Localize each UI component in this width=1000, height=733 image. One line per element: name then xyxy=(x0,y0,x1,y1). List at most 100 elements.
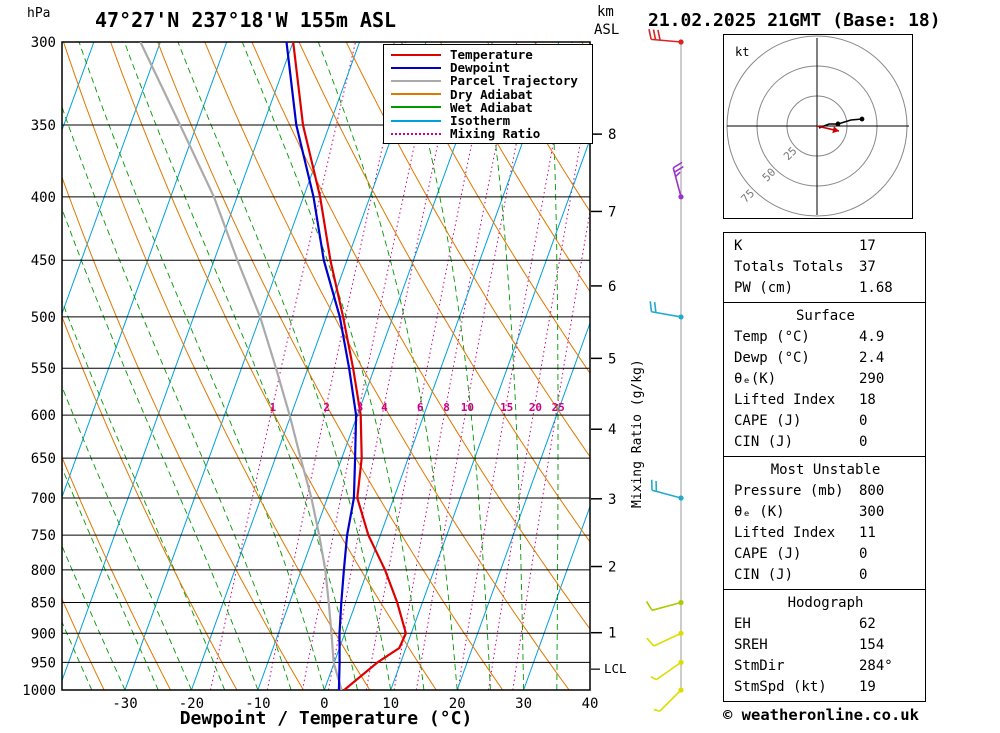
isotherm-line xyxy=(190,42,427,690)
dry-adiabat-line xyxy=(62,175,304,690)
parcel-trajectory-curve xyxy=(139,42,343,690)
isotherm-line xyxy=(124,42,361,690)
dry-adiabat-line xyxy=(62,456,171,690)
legend-label: Isotherm xyxy=(450,113,511,129)
wet-adiabat-line xyxy=(62,105,292,690)
wind-barb xyxy=(648,28,684,45)
mixing-ratio-value-label: 15 xyxy=(500,401,513,414)
panel-row-label: Pressure (mb) xyxy=(734,483,844,499)
pressure-tick-label: 500 xyxy=(31,310,56,326)
legend-label: Temperature xyxy=(450,47,533,63)
pressure-tick-label: 750 xyxy=(31,528,56,544)
pressure-tick-label: 600 xyxy=(31,408,56,424)
panel-row-value: 284° xyxy=(859,658,893,674)
km-axis-label: km xyxy=(597,4,614,20)
panel-row-label: θₑ(K) xyxy=(734,371,777,387)
panel-row-value: 4.9 xyxy=(859,329,885,345)
panel-row-label: StmSpd (kt) xyxy=(734,679,827,695)
panel-row-value: 62 xyxy=(859,616,876,632)
temp-tick-label: -20 xyxy=(179,696,204,712)
legend-item: Dewpoint xyxy=(391,61,592,74)
dry-adiabat-line xyxy=(157,42,504,690)
panel-row-label: CIN (J) xyxy=(734,567,794,583)
isotherm-lines xyxy=(0,42,590,690)
legend-item: Parcel Trajectory xyxy=(391,74,592,87)
temp-tick-label: -30 xyxy=(112,696,137,712)
dry-adiabat-line xyxy=(439,42,590,293)
panel-row-label: CIN (J) xyxy=(734,434,794,450)
dry-adiabat-line xyxy=(581,42,590,57)
panel-row-label: EH xyxy=(734,616,751,632)
mixing-ratio-value-label: 4 xyxy=(381,401,388,414)
wet-adiabat-line xyxy=(62,466,159,690)
mixing-ratio-value-label: 2 xyxy=(323,401,330,414)
panel-row: Lifted Index 18 xyxy=(734,390,917,411)
isotherm-line xyxy=(390,138,590,690)
panel-row-label: Lifted Index xyxy=(734,392,836,408)
wind-barb-column xyxy=(645,28,684,712)
dry-adiabat-line xyxy=(62,315,238,690)
mixing-ratio-value-labels: 1 2 3 4 6 8 10 15 20 25 xyxy=(269,401,564,414)
sounding-curves xyxy=(139,42,408,690)
temp-tick-label: 10 xyxy=(382,696,399,712)
legend-line-sample xyxy=(391,132,441,135)
km-tick-label: 8 xyxy=(608,127,616,143)
panel-row-label: Lifted Index xyxy=(734,525,836,541)
pressure-tick-label: 1000 xyxy=(22,683,56,699)
panel-row-value: 17 xyxy=(859,238,876,254)
legend-item: Dry Adiabat xyxy=(391,88,592,101)
wet-adiabat-line xyxy=(123,42,358,690)
legend-item: Wet Adiabat xyxy=(391,101,592,114)
legend-item: Temperature xyxy=(391,48,592,61)
panel-row-label: Dewp (°C) xyxy=(734,350,810,366)
panel-section: Hodograph EH 62 SREH 154 StmDir 284° StmSpd (kt… xyxy=(723,589,926,702)
km-tick-label: 4 xyxy=(608,422,616,438)
mixing-ratio-line xyxy=(488,86,590,690)
mixing-ratio-value-label: 3 xyxy=(357,401,364,414)
panel-row: θₑ (K) 300 xyxy=(734,502,917,523)
legend-line-sample xyxy=(391,93,441,96)
pressure-tick-label: 700 xyxy=(31,491,56,507)
mixing-ratio-value-label: 20 xyxy=(529,401,542,414)
km-tick-label: 1 xyxy=(608,626,616,642)
wet-adiabat-line xyxy=(78,42,325,690)
station-title: 47°27'N 237°18'W 155m ASL xyxy=(95,8,397,32)
panel-row-value: 19 xyxy=(859,679,876,695)
isotherm-line xyxy=(0,42,27,690)
indices-panel: K 17 Totals Totals 37 PW (cm) 1.68 Surface Temp… xyxy=(723,232,926,702)
pressure-tick-label: 950 xyxy=(31,655,56,671)
panel-row-value: 11 xyxy=(859,525,876,541)
panel-section-title: Hodograph xyxy=(787,595,864,611)
isotherm-line xyxy=(523,505,590,690)
panel-row: StmSpd (kt) 19 xyxy=(734,677,917,698)
legend-item: Mixing Ratio xyxy=(391,127,592,140)
legend-label: Parcel Trajectory xyxy=(450,73,578,89)
dry-adiabat-line xyxy=(298,42,590,543)
panel-row-label: CAPE (J) xyxy=(734,546,802,562)
km-scale: 8 7 6 5 4 3 2 1 LCL xyxy=(591,127,627,676)
dry-adiabat-lines xyxy=(62,42,723,690)
dry-adiabat-line xyxy=(629,42,723,690)
isotherm-line xyxy=(62,42,228,499)
plot-background xyxy=(0,42,723,690)
legend-line-sample xyxy=(391,66,441,69)
km-tick-label: 3 xyxy=(608,492,616,508)
panel-row: CIN (J) 0 xyxy=(734,565,917,586)
wind-barb xyxy=(645,599,684,612)
wet-adiabat-line xyxy=(317,42,458,690)
temperature-axis-label: Dewpoint / Temperature (°C) xyxy=(179,708,473,729)
panel-row: θₑ(K) 290 xyxy=(734,369,917,390)
panel-row-value: 0 xyxy=(859,434,868,450)
pressure-tick-labels: 300 350 400 450 500 550 600 650 700 750 800 850 900 9… xyxy=(22,35,56,699)
wet-adiabat-line xyxy=(62,385,192,690)
km-tick-label: 6 xyxy=(608,279,616,295)
panel-section-title: Surface xyxy=(795,308,855,324)
pressure-tick-label: 550 xyxy=(31,361,56,377)
legend-line-sample xyxy=(391,79,441,82)
wet-adiabat-line xyxy=(177,42,392,690)
panel-row: Lifted Index 11 xyxy=(734,523,917,544)
mixing-ratio-value-label: 25 xyxy=(552,401,565,414)
mixing-ratio-value-label: 6 xyxy=(417,401,424,414)
